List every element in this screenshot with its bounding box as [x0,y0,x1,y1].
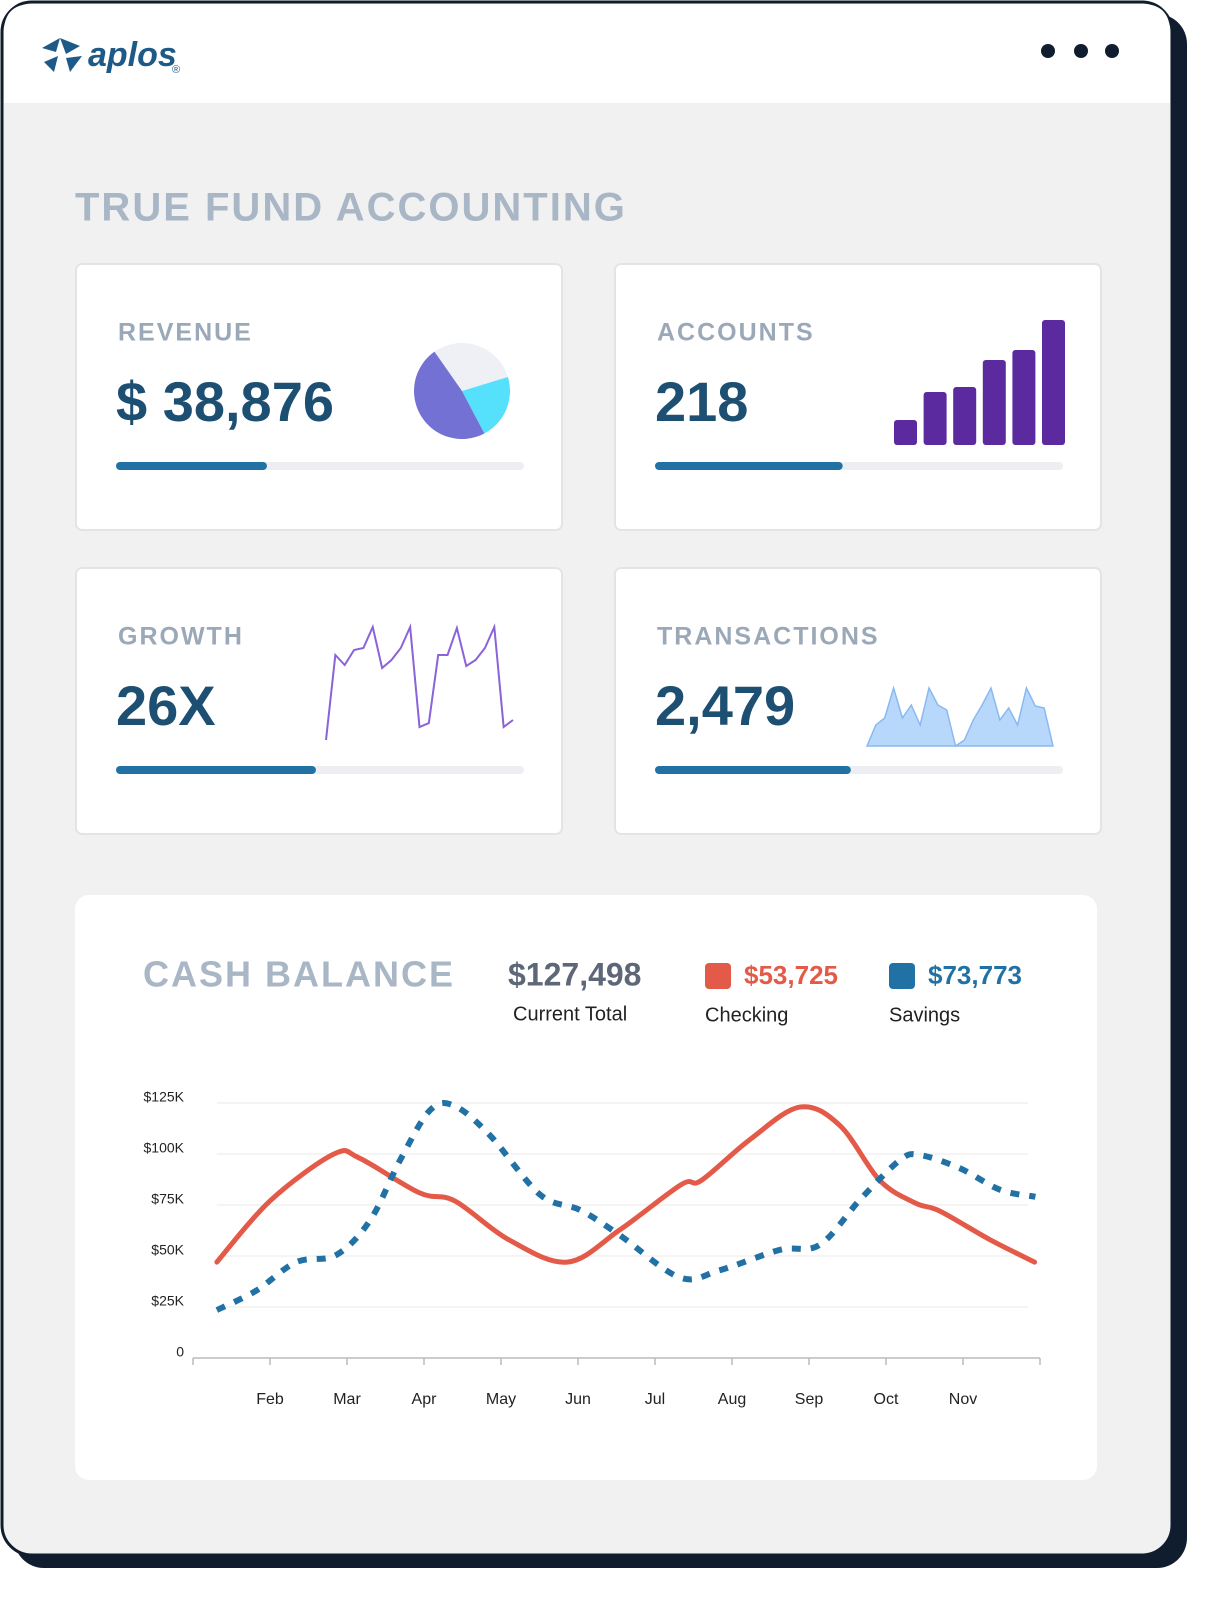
header-bar [4,4,1170,103]
progress-fill [655,766,851,774]
card-value: 2,479 [655,674,795,737]
x-tick-label: Jun [565,1391,591,1408]
total-value: $127,498 [508,956,641,992]
card-title: TRANSACTIONS [657,623,880,651]
mini-bar [894,420,917,445]
legend-swatch [705,963,731,989]
total-caption: Current Total [513,1003,627,1025]
y-tick-label: $100K [144,1140,185,1156]
pie-slice [462,376,510,434]
y-tick-label: $75K [151,1191,184,1207]
legend-name: Savings [889,1004,960,1026]
x-tick-label: Aug [718,1391,746,1408]
logo: aplos [88,36,177,74]
mini-bar [923,392,947,445]
card-value: 26X [116,674,216,737]
pie-slice [434,343,508,391]
card-title: ACCOUNTS [657,319,815,347]
chart-title: CASH BALANCE [143,954,455,995]
menu-dots[interactable] [1041,44,1119,58]
mini-bar [1042,320,1065,445]
logo-icon [42,38,82,72]
card-value: $ 38,876 [116,370,334,433]
y-tick-label: $50K [151,1242,184,1258]
y-tick-label: $25K [151,1293,184,1309]
pie-slice [413,351,485,440]
x-tick-label: Feb [256,1391,284,1408]
card-title: REVENUE [118,319,253,347]
legend-total: $73,773 [928,960,1022,990]
x-tick-label: Nov [949,1391,977,1408]
card-title: GROWTH [118,623,244,651]
series-line [214,1104,1038,1265]
page-title: TRUE FUND ACCOUNTING [75,186,627,230]
mini-area [865,685,1054,748]
card-value: 218 [655,370,748,433]
x-tick-label: Oct [874,1391,899,1408]
series-line [215,1100,1036,1313]
legend-name: Checking [705,1004,788,1026]
mini-bar [1012,350,1036,445]
x-tick-label: Jul [645,1391,665,1408]
mini-line [325,623,514,741]
cash-card [75,895,1097,1480]
progress-fill [655,462,843,470]
x-tick-label: Mar [333,1391,361,1408]
y-tick-label: 0 [176,1344,184,1360]
logo-mark: ® [172,64,180,76]
x-tick-label: Apr [412,1391,438,1408]
x-tick-label: May [486,1391,516,1408]
legend-swatch [889,963,915,989]
progress-fill [116,766,316,774]
y-tick-label: $125K [144,1089,185,1105]
x-tick-label: Sep [795,1391,824,1408]
progress-fill [116,462,267,470]
mini-bar [982,360,1006,445]
legend-total: $53,725 [744,960,838,990]
mini-bar [953,387,977,445]
